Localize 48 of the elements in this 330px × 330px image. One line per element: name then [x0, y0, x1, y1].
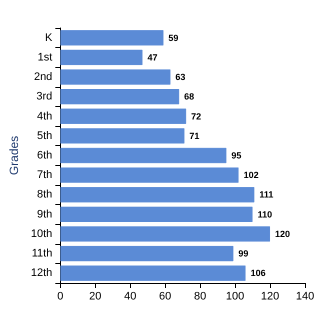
data-label: 47: [147, 52, 158, 62]
bar: [60, 50, 142, 66]
bar: [60, 206, 253, 222]
data-label: 106: [250, 268, 266, 278]
x-tick-label: 140: [296, 290, 314, 302]
y-tick-label: K: [44, 32, 53, 44]
bar: [60, 226, 270, 242]
bar: [60, 148, 226, 164]
y-tick-label: 10th: [30, 228, 52, 240]
bar: [60, 246, 234, 262]
y-tick-label: 6th: [37, 150, 52, 162]
y-tick-label: 12th: [30, 267, 52, 280]
bar: [60, 69, 170, 85]
bar: [60, 266, 246, 281]
bar: [60, 89, 180, 104]
y-tick-label: 3rd: [36, 90, 52, 103]
data-label: 71: [189, 130, 200, 141]
data-label: 120: [275, 228, 290, 239]
bar: [60, 30, 164, 46]
bar: [60, 167, 239, 183]
y-tick-label: 9th: [37, 208, 52, 220]
bar: [60, 128, 184, 144]
x-tick-label: 80: [194, 290, 206, 302]
data-label: 63: [175, 72, 186, 82]
data-label: 95: [231, 150, 242, 160]
data-label: 110: [258, 209, 272, 220]
y-tick-label: 11th: [32, 248, 52, 260]
data-label: 59: [168, 32, 178, 43]
data-label: 68: [184, 92, 194, 102]
x-tick-label: 60: [159, 290, 172, 302]
x-tick-label: 0: [57, 290, 64, 302]
x-tick-label: 20: [89, 290, 102, 302]
x-tick-label: 100: [226, 290, 244, 302]
y-tick-label: 5th: [37, 130, 52, 142]
data-label: 72: [191, 111, 202, 122]
y-tick-label: 1st: [38, 51, 52, 64]
y-axis-title: Grades: [7, 136, 21, 176]
x-tick-label: 40: [124, 290, 136, 302]
y-tick-label: 4th: [37, 110, 52, 122]
data-label: 111: [259, 190, 274, 200]
y-tick-label: 2nd: [34, 71, 52, 84]
bar: [60, 187, 254, 202]
data-label: 102: [244, 170, 259, 180]
y-tick-label: 8th: [37, 188, 52, 201]
x-tick-label: 120: [260, 290, 280, 302]
bar: [60, 108, 186, 124]
data-label: 99: [238, 248, 248, 259]
y-tick-label: 7th: [37, 169, 52, 182]
